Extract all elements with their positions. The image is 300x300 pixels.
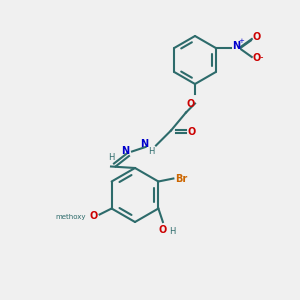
Text: N: N: [140, 139, 148, 149]
Text: Br: Br: [175, 173, 187, 184]
Text: O: O: [186, 99, 195, 109]
Text: N: N: [232, 41, 240, 52]
Text: H: H: [169, 227, 175, 236]
Text: O: O: [188, 127, 196, 137]
Text: +: +: [238, 38, 244, 44]
Text: H: H: [108, 153, 114, 162]
Text: N: N: [121, 146, 129, 157]
Text: -: -: [260, 52, 263, 62]
Text: O: O: [159, 225, 167, 235]
Text: O: O: [252, 53, 261, 64]
Text: H: H: [148, 147, 154, 156]
Text: O: O: [252, 32, 261, 43]
Text: O: O: [90, 211, 98, 221]
Text: methoxy: methoxy: [56, 214, 86, 220]
